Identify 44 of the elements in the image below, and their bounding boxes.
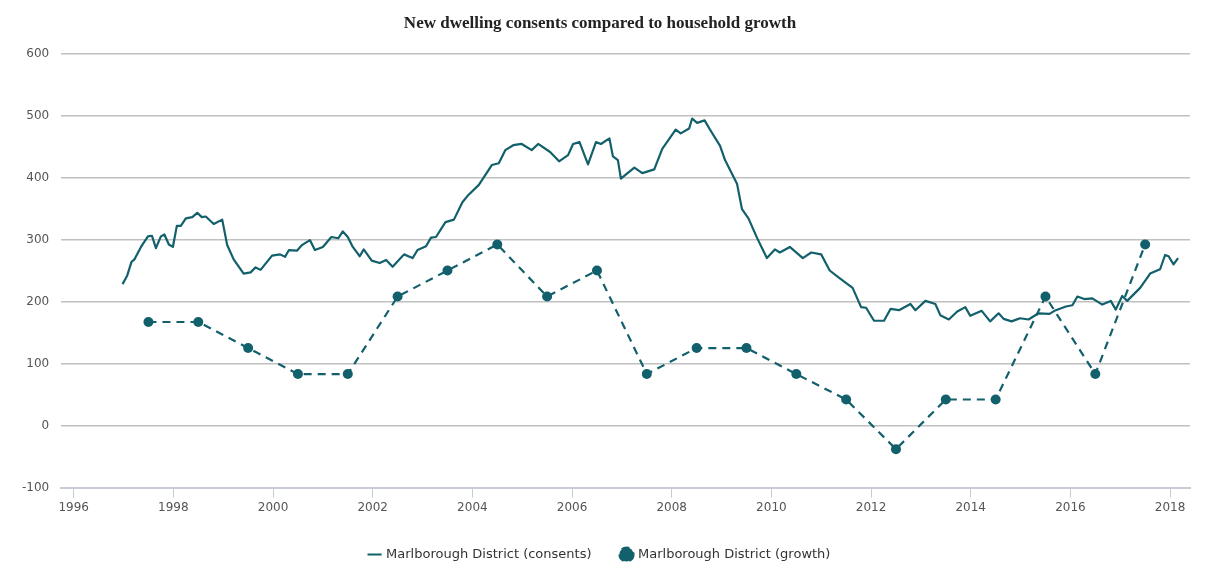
point: [193, 316, 204, 327]
y-tick-label: 0: [41, 417, 50, 432]
legend-label: Marlborough District (growth): [637, 545, 831, 561]
y-tick-label: 300: [26, 231, 50, 246]
point: [392, 291, 403, 302]
x-tick-label: 2012: [855, 499, 887, 514]
x-tick-label: 1998: [158, 499, 189, 514]
point: [243, 343, 254, 354]
x-tick-label: 2004: [457, 499, 488, 514]
x-tick-label: 2008: [656, 499, 687, 514]
chart-title: New dwelling consents compared to household growth: [403, 12, 797, 32]
x-tick-label: 2002: [357, 499, 388, 514]
x-tick-label: 2018: [1154, 499, 1186, 514]
point: [990, 394, 1001, 405]
point: [292, 369, 303, 380]
legend-label: Marlborough District (consents): [386, 545, 592, 561]
point: [492, 239, 503, 250]
point: [542, 291, 553, 302]
y-tick-label: 400: [26, 169, 50, 184]
x-tick-label: 2006: [556, 499, 588, 514]
y-tick-label: -100: [22, 479, 50, 494]
point: [591, 265, 602, 276]
x-tick-label: 2014: [955, 499, 986, 514]
y-tick-label: 500: [26, 107, 50, 122]
point: [691, 343, 702, 354]
point: [1040, 291, 1051, 302]
point: [342, 369, 353, 380]
point: [940, 394, 951, 405]
x-tick-label: 2016: [1055, 499, 1086, 514]
x-tick-label: 2000: [257, 499, 289, 514]
point: [741, 343, 752, 354]
point: [143, 316, 154, 327]
point: [442, 265, 453, 276]
point: [791, 369, 802, 380]
x-tick-label: 1996: [58, 499, 89, 514]
x-tick-label: 2010: [756, 499, 787, 514]
point: [890, 444, 901, 455]
y-tick-label: 600: [26, 45, 50, 60]
point: [641, 369, 652, 380]
point: [1140, 239, 1151, 250]
point: [841, 394, 852, 405]
y-tick-label: 100: [26, 355, 50, 370]
y-tick-label: 200: [26, 293, 50, 308]
point: [1090, 369, 1101, 380]
